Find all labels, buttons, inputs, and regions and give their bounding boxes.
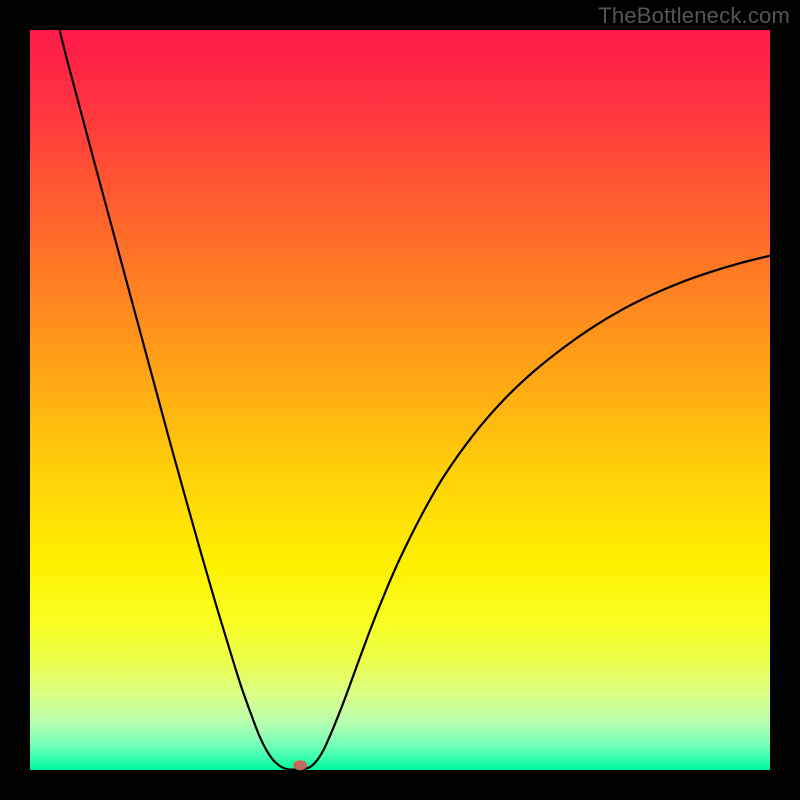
optimal-point-marker: [293, 760, 307, 770]
bottleneck-chart: [0, 0, 800, 800]
watermark-text: TheBottleneck.com: [598, 3, 790, 29]
gradient-background: [30, 30, 770, 770]
chart-container: TheBottleneck.com: [0, 0, 800, 800]
